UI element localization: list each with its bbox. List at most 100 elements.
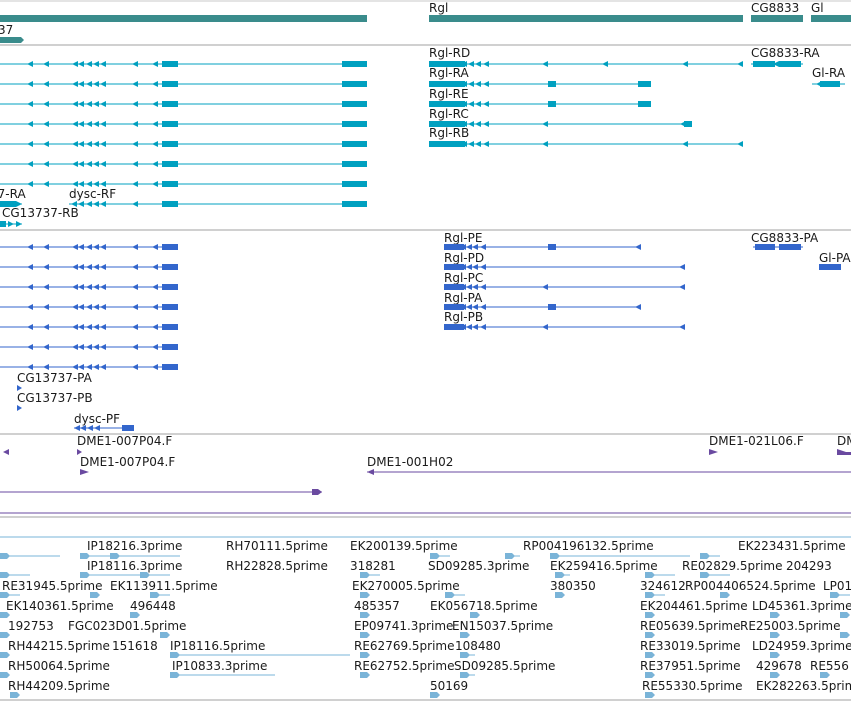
clone-end-marker[interactable]	[77, 449, 82, 455]
transcript-model[interactable]	[429, 121, 692, 127]
est-alignment[interactable]	[770, 632, 780, 638]
est-label[interactable]: EK282263.5prime	[756, 679, 851, 693]
protein-model[interactable]	[444, 324, 685, 330]
est-label[interactable]: 108480	[455, 639, 501, 653]
protein-model[interactable]	[0, 284, 178, 290]
est-alignment[interactable]	[555, 592, 565, 598]
transcript-label[interactable]: Gl-RA	[812, 66, 846, 80]
est-label[interactable]: 318281	[350, 559, 396, 573]
est-label[interactable]: EK113911.5prime	[110, 579, 218, 593]
protein-model[interactable]	[17, 385, 22, 391]
est-alignment[interactable]	[645, 692, 655, 698]
est-alignment[interactable]	[360, 572, 380, 578]
protein-model[interactable]	[753, 244, 803, 250]
est-alignment[interactable]	[130, 612, 140, 618]
est-alignment[interactable]	[645, 672, 655, 678]
est-alignment[interactable]	[645, 612, 655, 618]
est-label[interactable]: RE05639.5prime	[640, 619, 741, 633]
clone-end-marker[interactable]	[709, 449, 718, 455]
est-alignment[interactable]	[770, 672, 780, 678]
protein-model[interactable]	[444, 244, 641, 250]
est-alignment[interactable]	[720, 592, 730, 598]
transcript-model[interactable]	[0, 121, 367, 127]
est-alignment[interactable]	[555, 572, 570, 578]
clone-label[interactable]: DME1-001H02	[367, 455, 453, 469]
est-alignment[interactable]	[460, 632, 470, 638]
est-label[interactable]: IP10833.3prime	[172, 659, 267, 673]
est-label[interactable]: 429678	[756, 659, 802, 673]
est-label[interactable]: EK200139.5prime	[350, 539, 458, 553]
est-label[interactable]: EK259416.5prime	[550, 559, 658, 573]
protein-label[interactable]: CG8833-PA	[751, 231, 819, 245]
est-alignment[interactable]	[820, 672, 830, 678]
protein-model[interactable]	[0, 344, 178, 350]
transcript-model[interactable]	[751, 61, 803, 67]
gene-label[interactable]: CG8833	[751, 1, 799, 15]
est-label[interactable]: 496448	[130, 599, 176, 613]
est-label[interactable]: EK223431.5prime	[738, 539, 846, 553]
transcript-model[interactable]	[429, 61, 743, 67]
est-alignment[interactable]	[460, 652, 475, 658]
est-alignment[interactable]	[90, 592, 100, 598]
protein-model[interactable]	[819, 264, 841, 270]
est-alignment[interactable]	[0, 572, 30, 578]
est-label[interactable]: EN15037.5prime	[452, 619, 553, 633]
protein-model[interactable]	[17, 405, 22, 411]
est-label[interactable]: EP09741.3prime	[354, 619, 453, 633]
est-label[interactable]: EK204461.5prime	[640, 599, 748, 613]
est-label[interactable]: SD09285.3prime	[428, 559, 529, 573]
est-label[interactable]: EK056718.5prime	[430, 599, 538, 613]
protein-label[interactable]: Rgl-PE	[444, 231, 482, 245]
transcript-model[interactable]	[429, 141, 743, 147]
gene-bar[interactable]	[811, 15, 851, 22]
est-label[interactable]: RE02829.5prime	[682, 559, 783, 573]
protein-model[interactable]	[0, 304, 178, 310]
clone-label[interactable]: DME1-007P04.F	[80, 455, 175, 469]
protein-model[interactable]	[0, 244, 178, 250]
est-alignment[interactable]	[830, 592, 850, 598]
protein-model[interactable]	[444, 304, 641, 310]
est-alignment[interactable]	[0, 632, 10, 638]
est-label[interactable]: 380350	[550, 579, 596, 593]
clone-label[interactable]: DME1-007P04.F	[77, 434, 172, 448]
est-alignment[interactable]	[770, 612, 780, 618]
est-label[interactable]: RE37951.5prime	[640, 659, 741, 673]
protein-label[interactable]: CG13737-PA	[17, 371, 93, 385]
transcript-model[interactable]	[0, 81, 367, 87]
est-alignment[interactable]	[0, 612, 10, 618]
est-label[interactable]: IP18116.5prime	[170, 639, 265, 653]
est-alignment[interactable]	[430, 692, 440, 698]
gene-bar[interactable]	[0, 15, 367, 22]
est-alignment[interactable]	[0, 553, 60, 559]
est-label[interactable]: RP004406524.5prime	[685, 579, 816, 593]
est-label[interactable]: 485357	[354, 599, 400, 613]
est-label[interactable]: 50169	[430, 679, 468, 693]
est-label[interactable]: RH70111.5prime	[226, 539, 328, 553]
est-label[interactable]: EK140361.5prime	[6, 599, 114, 613]
est-label[interactable]: RH44215.5prime	[8, 639, 110, 653]
gene-bar[interactable]	[751, 15, 803, 22]
gene-bar[interactable]	[0, 37, 24, 43]
est-label[interactable]: SD09285.5prime	[454, 659, 555, 673]
transcript-model[interactable]	[429, 101, 651, 107]
est-alignment[interactable]	[0, 592, 20, 598]
est-alignment[interactable]	[505, 553, 520, 559]
est-alignment[interactable]	[645, 632, 655, 638]
est-label[interactable]: RE33019.5prime	[640, 639, 741, 653]
transcript-model[interactable]	[0, 221, 22, 227]
est-label[interactable]: LD24959.3prime	[752, 639, 851, 653]
est-label[interactable]: RH50064.5prime	[8, 659, 110, 673]
gene-label[interactable]: 37	[0, 23, 13, 37]
transcript-model[interactable]	[429, 81, 651, 87]
est-label[interactable]: IP18116.3prime	[87, 559, 182, 573]
clone-end-marker[interactable]	[3, 449, 9, 455]
est-alignment[interactable]	[840, 632, 850, 638]
transcript-label[interactable]: 37-RA	[0, 187, 26, 201]
protein-label[interactable]: Rgl-PA	[444, 291, 483, 305]
clone-label[interactable]: DME1-021L06.F	[709, 434, 804, 448]
est-label[interactable]: 204293	[786, 559, 832, 573]
protein-model[interactable]	[0, 264, 178, 270]
est-alignment[interactable]	[360, 592, 370, 598]
transcript-model[interactable]	[0, 141, 367, 147]
gene-bar[interactable]	[429, 15, 743, 22]
